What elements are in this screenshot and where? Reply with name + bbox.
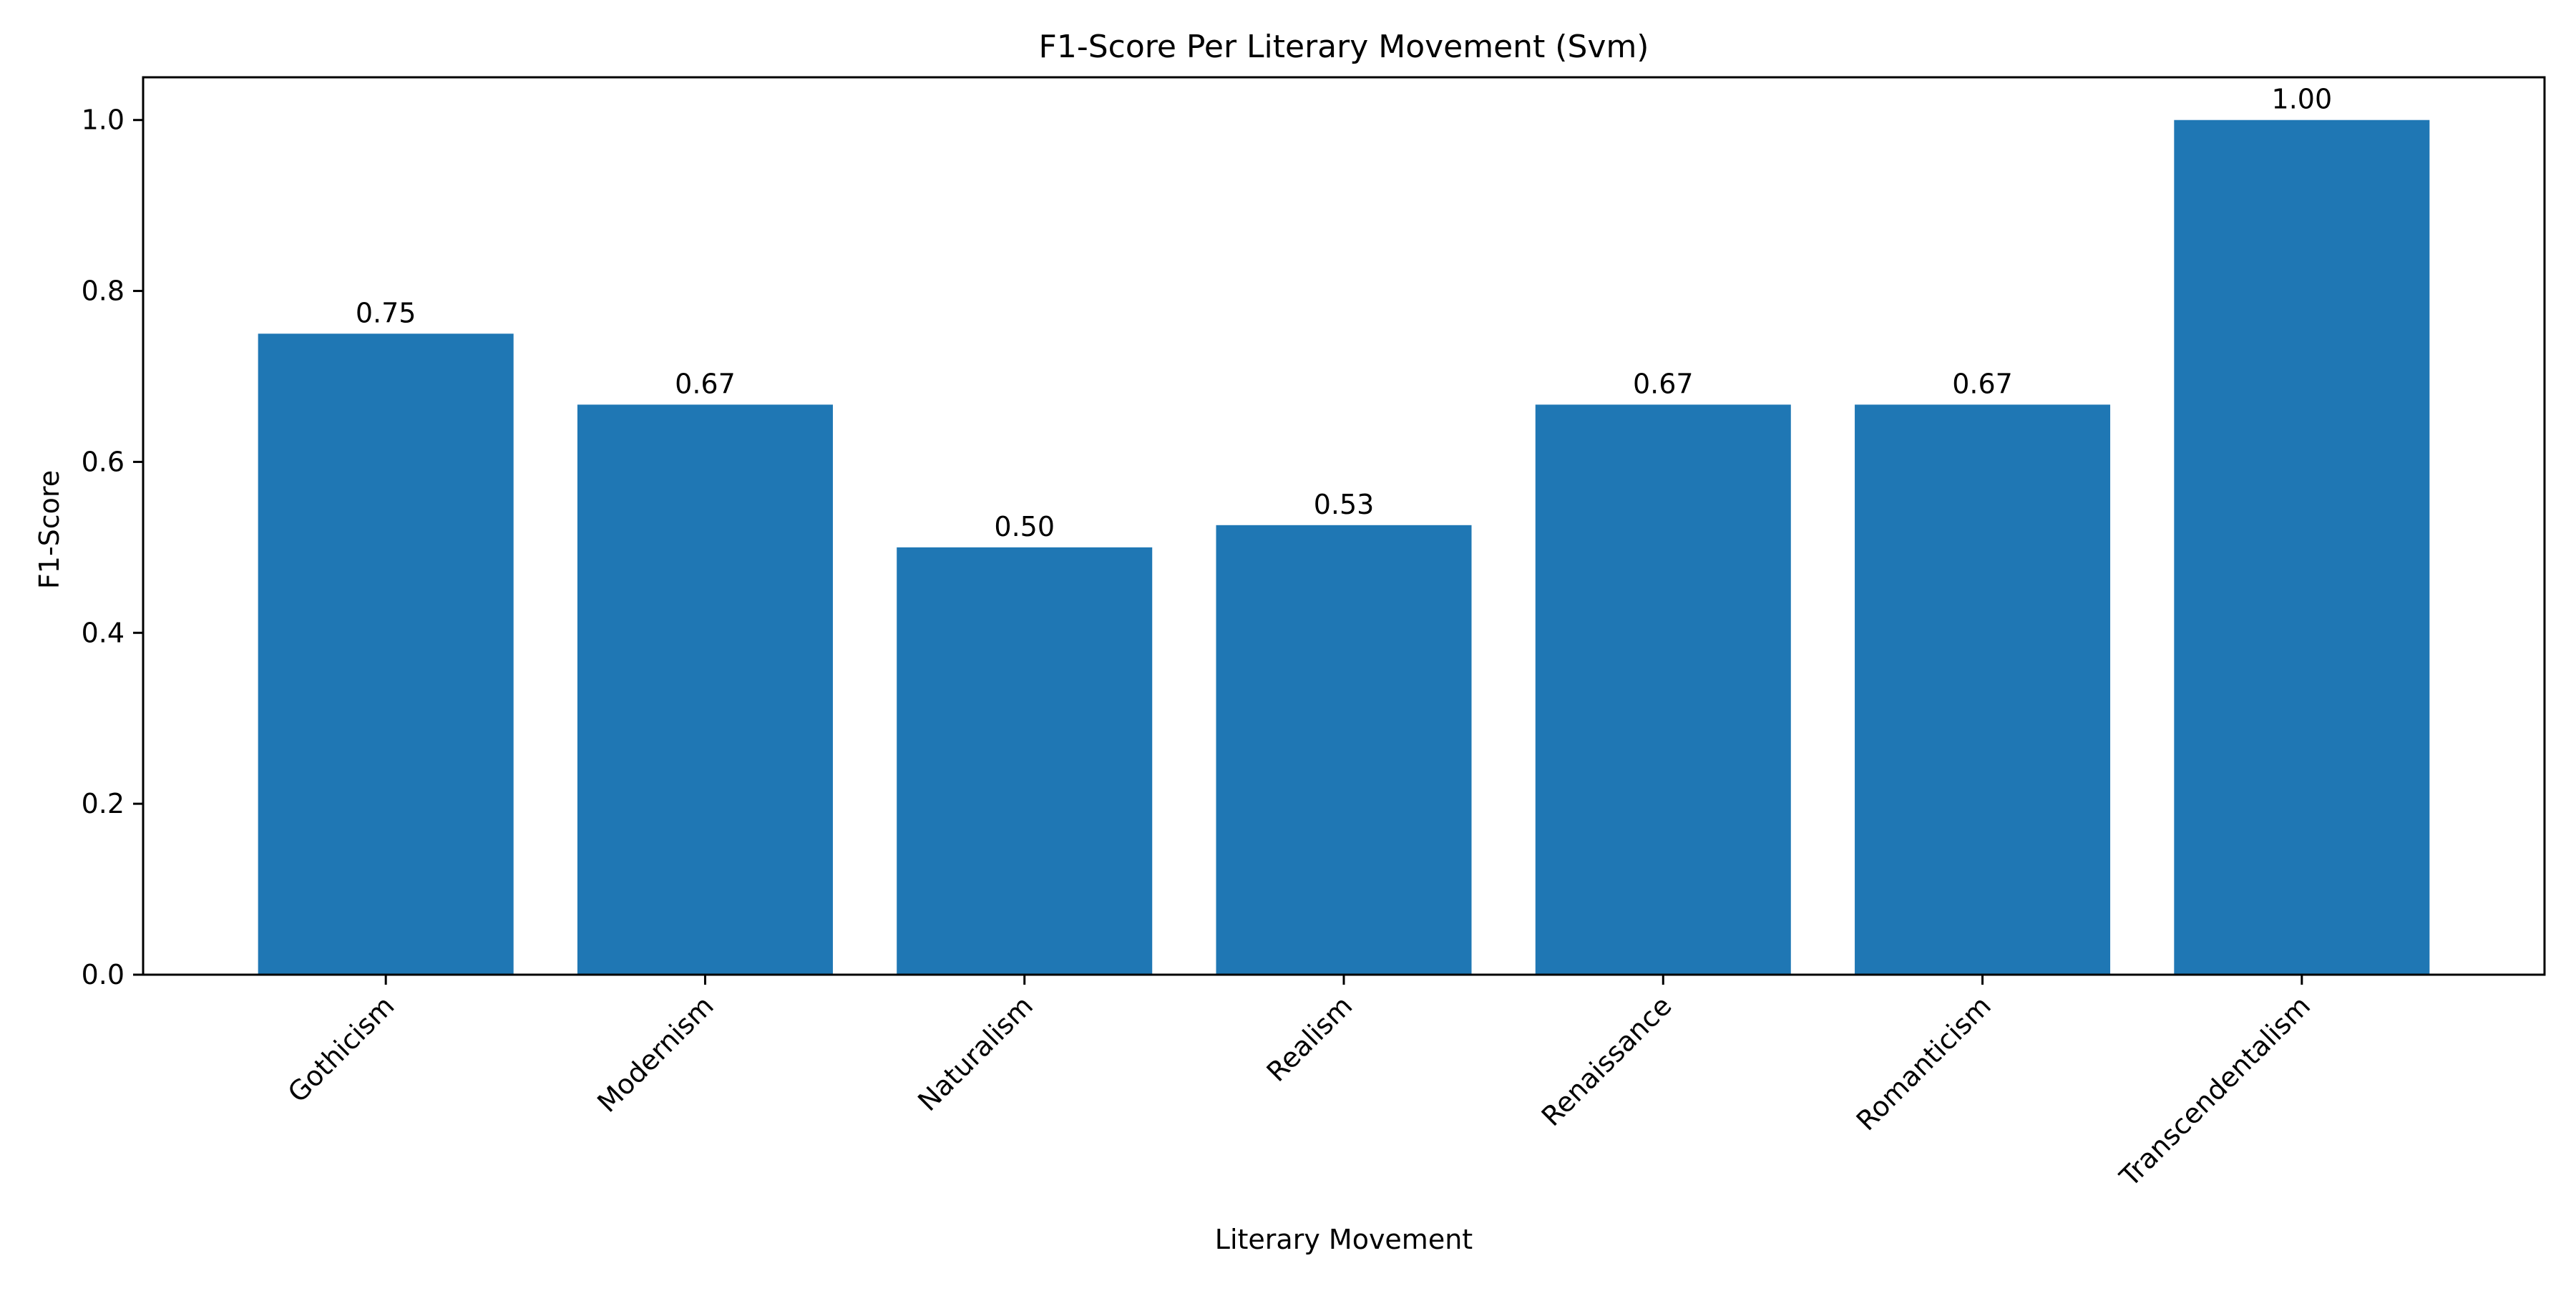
bar-realism [1216,525,1472,975]
y-tick-label: 0.4 [82,617,125,648]
x-axis-label: Literary Movement [1215,1224,1473,1255]
bar-gothicism [258,333,514,975]
bar-modernism [577,404,833,975]
y-tick-label: 1.0 [82,104,125,136]
bars-layer: 0.75 0.67 0.50 0.53 0.67 0.67 1.00 [258,84,2430,975]
plot-area-frame [142,76,2546,976]
y-tick-label: 0.0 [82,959,125,990]
y-axis-label: F1-Score [34,470,65,589]
bar-romanticism [1855,404,2111,975]
data-label-realism: 0.53 [1314,489,1375,520]
y-axis-ticks: 0.0 0.2 0.4 0.6 0.8 1.0 [82,104,143,990]
bar-renaissance [1535,404,1791,975]
bar-naturalism [897,547,1153,975]
y-tick-label: 0.6 [82,446,125,477]
data-label-renaissance: 0.67 [1633,368,1694,399]
y-tick-label: 0.8 [82,276,125,307]
bar-transcendentalism [2174,120,2430,975]
data-label-romanticism: 0.67 [1952,368,2013,399]
data-label-gothicism: 0.75 [356,297,416,328]
data-label-transcendentalism: 1.00 [2272,84,2333,115]
data-label-naturalism: 0.50 [994,511,1055,542]
y-tick-label: 0.2 [82,788,125,819]
chart-title: F1-Score Per Literary Movement (Svm) [1039,29,1649,65]
data-label-modernism: 0.67 [675,368,736,399]
